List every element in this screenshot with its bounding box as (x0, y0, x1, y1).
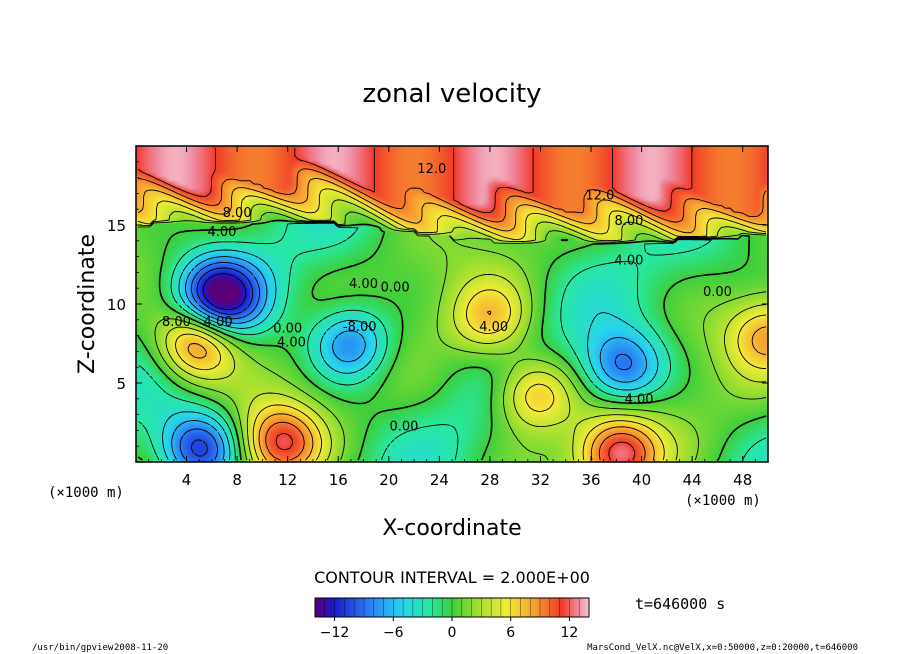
contour-level-m10 (190, 267, 254, 457)
x-tick-label: 12 (278, 471, 297, 489)
contour-label: 8.00 (614, 214, 643, 229)
contour-level-0 (137, 219, 767, 461)
x-tick-label: 20 (379, 471, 398, 489)
x-tick-label: 32 (531, 471, 550, 489)
contour-level-2 (138, 211, 767, 461)
contour-label: 12.0 (585, 189, 614, 204)
contour-level-4 (137, 199, 767, 461)
y-tick-label: 5 (116, 375, 126, 393)
plot-area: 12.012.08.004.008.004.000.008.00 4.004.00… (107, 145, 769, 489)
contour-label: 0.00 (703, 285, 732, 300)
contour-label: 4.00 (204, 315, 233, 330)
contour-level-m12 (202, 273, 247, 310)
x-axis-label: X-coordinate (382, 516, 521, 541)
footer-date: 2008-11-20 (114, 643, 168, 653)
y-axis-label: Z-coordinate (75, 234, 100, 374)
contour-interval-text: CONTOUR INTERVAL = 2.000E+00 (314, 568, 590, 587)
x-tick-label: 4 (182, 471, 192, 489)
colorbar-separators (324, 598, 580, 617)
x-tick-label: 40 (632, 471, 651, 489)
contour-level-m6 (171, 256, 648, 461)
contour-label: 4.00 (349, 277, 378, 292)
contour-label: 8.00 (223, 206, 252, 221)
x-tick-label: 8 (232, 471, 242, 489)
contour-label: 12.0 (417, 162, 446, 177)
contour-level-8 (137, 178, 767, 461)
contour-level-6 (137, 188, 767, 461)
heatmap-field (136, 146, 768, 462)
footer-source: MarsCond_VelX.nc@VelX,x=0:50000,z=0:2000… (587, 643, 858, 653)
contour-label: -8.00 (343, 320, 377, 335)
x-axis-ticks: 4 8 12 16 20 24 28 32 36 40 44 48 (148, 146, 756, 489)
contour-label: 4.00 (479, 320, 508, 335)
y-axis-ticks: 5 10 15 (107, 161, 768, 447)
x-tick-label: 36 (581, 471, 600, 489)
colorbar-tick-label: 0 (448, 625, 457, 641)
contour-lines (137, 148, 767, 461)
contour-label: 4.00 (625, 393, 654, 408)
colorbar-tick-label: 6 (506, 625, 515, 641)
contour-labels: 12.012.08.004.008.004.000.008.00 4.004.00… (162, 162, 732, 435)
x-unit-label: (×1000 m) (685, 493, 761, 509)
colorbar-ticks: −12 −6 0 6 12 (320, 617, 579, 641)
contour-label: 0.00 (273, 321, 302, 336)
y-tick-label: 10 (107, 296, 126, 314)
contour-level-m2 (137, 222, 767, 461)
colorbar-tick-label: −12 (320, 625, 350, 641)
colorbar-tick-label: 12 (561, 625, 579, 641)
contour-label: 8.00 (162, 315, 191, 330)
x-tick-label: 44 (683, 471, 702, 489)
time-stamp: t=646000 s (635, 595, 725, 613)
colorbar: −12 −6 0 6 12 (314, 597, 590, 641)
contour-label: 4.00 (614, 254, 643, 269)
x-tick-label: 16 (329, 471, 348, 489)
contour-label: 0.00 (381, 280, 410, 295)
footer-program: /usr/bin/gpview (32, 643, 114, 653)
contour-label: 4.00 (207, 225, 236, 240)
contour-level-m4 (162, 249, 659, 461)
contour-label: 4.00 (277, 336, 306, 351)
y-tick-label: 15 (107, 217, 126, 235)
contour-label: 0.00 (389, 419, 418, 434)
colorbar-tick-label: −6 (383, 625, 404, 641)
z-unit-label: (×1000 m) (48, 485, 124, 501)
x-tick-label: 24 (430, 471, 449, 489)
contour-level-m8 (179, 261, 633, 461)
x-tick-label: 48 (733, 471, 752, 489)
chart-title: zonal velocity (362, 79, 541, 109)
contour-level-10 (137, 168, 767, 461)
contour-level-12 (137, 148, 693, 461)
x-tick-label: 28 (480, 471, 499, 489)
